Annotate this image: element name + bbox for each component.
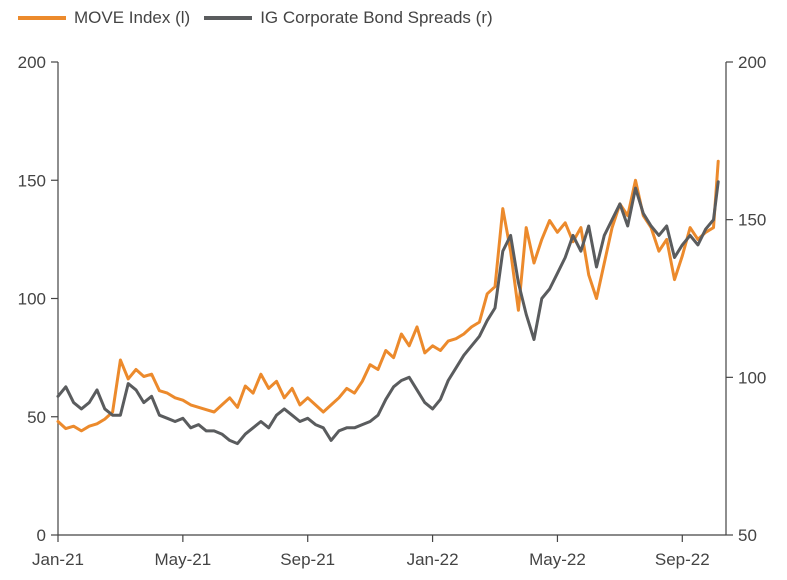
legend-item-move: MOVE Index (l) [18,8,190,28]
series-group [56,159,720,446]
y-right-tick-label: 100 [738,368,766,387]
legend-label-ig: IG Corporate Bond Spreads (r) [260,8,493,27]
x-tick-label: May-22 [529,550,586,569]
y-left-tick-label: 150 [18,171,46,190]
series-line-ig [56,180,720,446]
y-right-tick-label: 200 [738,53,766,72]
y-left-tick-label: 0 [37,526,46,545]
x-tick-label: Sep-22 [655,550,710,569]
y-right-tick-label: 150 [738,211,766,230]
y-left-tick-label: 50 [27,408,46,427]
axes-group: 0 50 100 150 200 50 100 150 200 Jan-21 May-21 Sep-2… [18,53,767,569]
series-line-move [56,159,720,433]
y-left-tick-label: 200 [18,53,46,72]
y-right-tick-label: 50 [738,526,757,545]
legend-swatch-move [18,16,66,20]
y-left-tick-label: 100 [18,290,46,309]
x-tick-label: May-21 [155,550,212,569]
x-tick-label: Jan-21 [32,550,84,569]
legend-label-move: MOVE Index (l) [74,8,191,27]
legend-swatch-ig [204,16,253,20]
legend-item-ig: IG Corporate Bond Spreads (r) [204,8,493,28]
x-tick-label: Jan-22 [407,550,459,569]
x-tick-label: Sep-21 [280,550,335,569]
legend: MOVE Index (l) IG Corporate Bond Spreads… [18,8,507,28]
